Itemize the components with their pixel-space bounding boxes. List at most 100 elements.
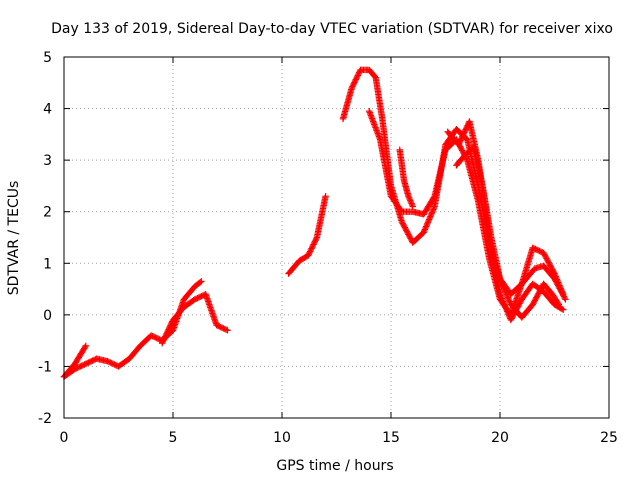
data-point-marker — [501, 285, 508, 292]
data-point-marker — [428, 209, 436, 216]
data-point-marker — [544, 256, 551, 264]
data-point-marker — [423, 221, 430, 229]
data-point-marker — [305, 250, 313, 258]
data-layer — [60, 66, 569, 380]
data-point-marker — [561, 294, 568, 302]
data-point-marker — [430, 206, 437, 213]
chart-title: Day 133 of 2019, Sidereal Day-to-day VTE… — [51, 21, 613, 37]
data-point-marker — [198, 278, 205, 285]
data-point-marker — [404, 229, 411, 237]
data-point-marker — [422, 224, 429, 232]
data-point-marker — [541, 252, 549, 259]
x-tick-label: 0 — [60, 430, 69, 446]
data-point-marker — [554, 282, 562, 289]
data-point-marker — [429, 207, 436, 215]
data-point-marker — [497, 276, 504, 284]
data-point-marker — [405, 231, 412, 238]
data-point-marker — [549, 267, 557, 275]
data-point-marker — [403, 228, 411, 235]
data-point-marker — [543, 255, 550, 262]
data-point-marker — [81, 343, 89, 351]
data-point-marker — [552, 278, 560, 285]
data-point-marker — [506, 298, 513, 305]
data-point-marker — [505, 297, 513, 304]
data-point-marker — [459, 147, 466, 154]
data-point-marker — [560, 293, 568, 300]
x-tick-label: 25 — [600, 430, 618, 446]
data-point-marker — [354, 72, 361, 79]
data-point-marker — [502, 289, 510, 297]
data-point-marker — [430, 194, 438, 201]
data-point-marker — [402, 225, 409, 233]
data-point-marker — [408, 200, 415, 207]
data-point-marker — [222, 326, 230, 333]
data-point-marker — [351, 77, 359, 85]
data-point-marker — [308, 245, 315, 252]
data-point-marker — [422, 223, 430, 230]
data-point-marker — [496, 275, 504, 282]
data-point-marker — [304, 252, 312, 259]
data-point-marker — [535, 290, 542, 297]
data-point-marker — [498, 279, 506, 287]
data-point-marker — [558, 305, 566, 313]
data-point-marker — [197, 278, 204, 286]
data-point-marker — [530, 299, 537, 307]
data-point-marker — [502, 288, 509, 295]
data-point-marker — [538, 284, 545, 292]
data-point-marker — [306, 248, 314, 255]
data-point-marker — [553, 279, 560, 287]
data-point-marker — [400, 221, 407, 228]
data-point-marker — [407, 198, 415, 206]
data-point-marker — [349, 81, 357, 89]
data-point-marker — [545, 259, 552, 266]
data-point-marker — [499, 282, 507, 290]
data-point-marker — [405, 193, 412, 200]
data-point-marker — [501, 287, 509, 294]
data-point-marker — [532, 295, 539, 303]
data-point-marker — [458, 145, 465, 153]
data-point-marker — [425, 216, 433, 223]
data-point-marker — [541, 251, 548, 258]
y-tick-label: 1 — [43, 256, 52, 272]
data-point-marker — [311, 238, 319, 245]
data-point-marker — [425, 217, 432, 225]
data-point-marker — [558, 289, 565, 296]
data-point-marker — [420, 229, 427, 236]
data-point-marker — [405, 232, 413, 239]
y-tick-label: 4 — [43, 102, 52, 118]
data-point-marker — [540, 249, 547, 257]
data-point-marker — [351, 79, 358, 86]
data-point-marker — [400, 222, 408, 230]
data-point-marker — [310, 239, 318, 247]
y-tick-label: 3 — [43, 153, 52, 169]
x-tick-label: 15 — [382, 430, 400, 446]
data-point-marker — [536, 287, 544, 294]
data-point-marker — [560, 292, 567, 299]
data-point-marker — [405, 194, 413, 201]
data-point-marker — [355, 70, 362, 78]
data-point-marker — [504, 294, 512, 301]
data-point-marker — [352, 76, 359, 83]
y-tick-label: -2 — [38, 411, 52, 427]
data-point-marker — [534, 291, 541, 299]
data-point-marker — [504, 292, 511, 300]
data-point-marker — [312, 237, 319, 244]
data-point-marker — [426, 214, 433, 222]
data-point-marker — [409, 203, 416, 210]
data-point-marker — [557, 286, 564, 293]
data-point-marker — [424, 219, 432, 226]
x-tick-label: 10 — [273, 430, 291, 446]
data-point-marker — [536, 288, 543, 296]
data-point-marker — [398, 218, 406, 226]
data-point-marker — [349, 83, 356, 90]
data-point-marker — [350, 80, 357, 87]
x-axis-label: GPS time / hours — [276, 458, 393, 474]
data-point-marker — [355, 69, 363, 76]
data-point-marker — [499, 281, 506, 288]
y-tick-label: 0 — [43, 308, 52, 324]
data-point-marker — [348, 84, 355, 92]
data-point-marker — [399, 220, 406, 227]
data-point-marker — [533, 293, 541, 300]
data-point-marker — [430, 204, 438, 212]
grid-layer — [64, 57, 609, 418]
